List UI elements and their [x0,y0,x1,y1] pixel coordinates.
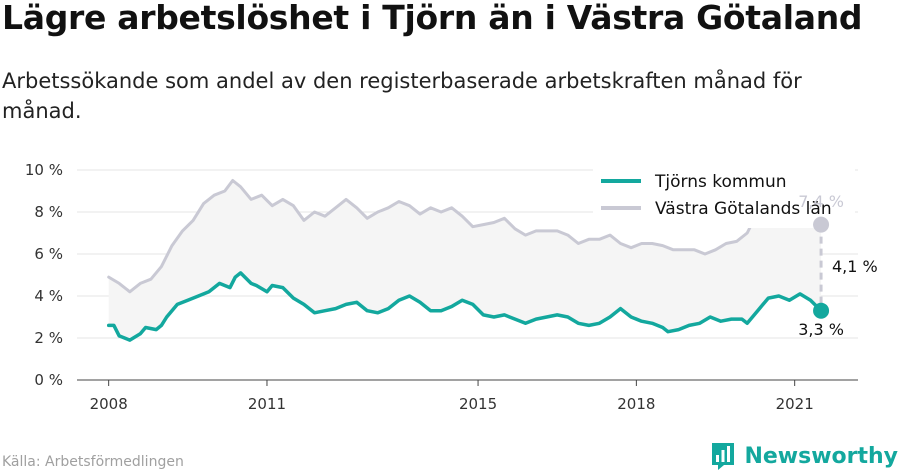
y-tick-label: 0 % [34,371,63,389]
chart-title: Lägre arbetslöshet i Tjörn än i Västra G… [2,0,863,37]
annotations: 7,4 % 4,1 % 3,3 % [798,192,878,339]
brand-name: Newsworthy [744,443,898,469]
y-tick-label: 2 % [34,329,63,347]
y-tick-label: 4 % [34,287,63,305]
legend-label: Tjörns kommun [654,172,787,192]
chart-subtitle: Arbetssökande som andel av den registerb… [2,69,802,123]
x-tick-label: 2011 [248,395,286,413]
difference-band [108,180,822,341]
legend-label: Västra Götalands län [655,199,832,219]
x-tick-label: 2021 [776,395,814,413]
brand-logo: Newsworthy [710,441,898,471]
y-tick-label: 10 % [25,161,63,179]
vg-end-marker [813,216,830,233]
tjorn-last-value-label: 3,3 % [798,320,844,339]
vg-last-value-label: 7,4 % [798,192,844,211]
x-tick-label: 2008 [90,395,128,413]
axes: 0 % 2 % 4 % 6 % 8 % 10 % 2008 2011 2015 2018 2021 [25,161,858,413]
source-note: Källa: Arbetsförmedlingen [2,454,184,470]
x-tick-label: 2018 [617,395,655,413]
y-tick-label: 8 % [34,203,63,221]
tjorn-end-marker [813,302,830,319]
x-tick-label: 2015 [459,395,497,413]
y-tick-label: 6 % [34,245,63,263]
series-line-vastra-gotaland [107,179,823,294]
series-line-tjorn [106,271,823,342]
legend-background [593,162,855,228]
difference-label: 4,1 % [832,257,878,276]
legend: Tjörns kommun Västra Götalands län [601,172,832,219]
newsworthy-logo-icon [712,443,735,470]
